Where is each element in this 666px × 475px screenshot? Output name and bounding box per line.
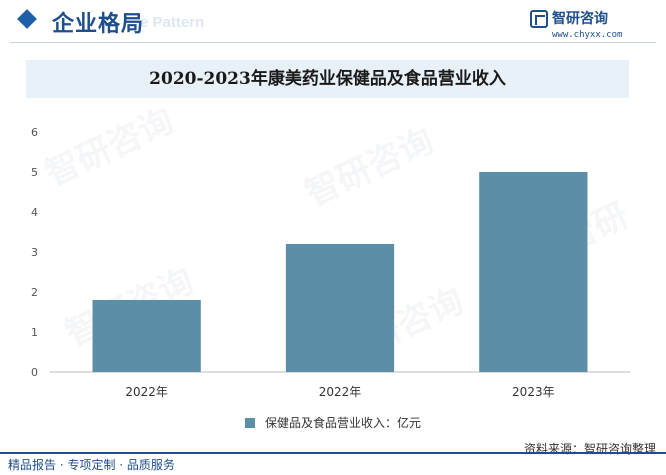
logo-icon (530, 10, 548, 28)
section-ghost-text: e Pattern (140, 14, 205, 31)
y-tick-label: 2 (31, 286, 38, 299)
footer-divider (0, 452, 666, 454)
x-tick-label: 2022年 (125, 385, 168, 399)
logo-name: 智研咨询 (552, 11, 608, 27)
header: e Pattern 企业格局 智研咨询 www.chyxx.com (0, 0, 666, 44)
x-tick-label: 2022年 (319, 385, 362, 399)
header-divider (10, 42, 656, 43)
source-note: 资料来源：智研咨询整理 (523, 442, 656, 456)
x-tick-label: 2023年 (512, 385, 555, 399)
brand-logo: 智研咨询 www.chyxx.com (530, 8, 650, 42)
diamond-icon (17, 9, 37, 29)
bar (92, 300, 201, 372)
y-tick-label: 4 (31, 206, 38, 219)
bar (479, 172, 588, 372)
y-tick-label: 5 (31, 166, 38, 179)
logo-url: www.chyxx.com (552, 30, 623, 40)
chart-title-band: 2020-2023年康美药业保健品及食品营业收入 (26, 60, 629, 98)
footer-slogan: 精品报告 · 专项定制 · 品质服务 (8, 458, 175, 472)
legend: 保健品及食品营业收入：亿元 (0, 412, 666, 432)
y-tick-label: 6 (31, 126, 38, 139)
y-tick-label: 3 (31, 246, 38, 259)
legend-label: 保健品及食品营业收入：亿元 (265, 416, 422, 430)
y-tick-label: 0 (31, 366, 38, 379)
chart-title: 2020-2023年康美药业保健品及食品营业收入 (149, 69, 506, 89)
legend-swatch (244, 417, 255, 428)
y-tick-label: 1 (31, 326, 38, 339)
bar-chart: 0 1 2 3 4 5 6 2022年 2022年 2023年 (31, 126, 630, 399)
section-title: 企业格局 (52, 12, 145, 37)
bar (285, 244, 395, 372)
